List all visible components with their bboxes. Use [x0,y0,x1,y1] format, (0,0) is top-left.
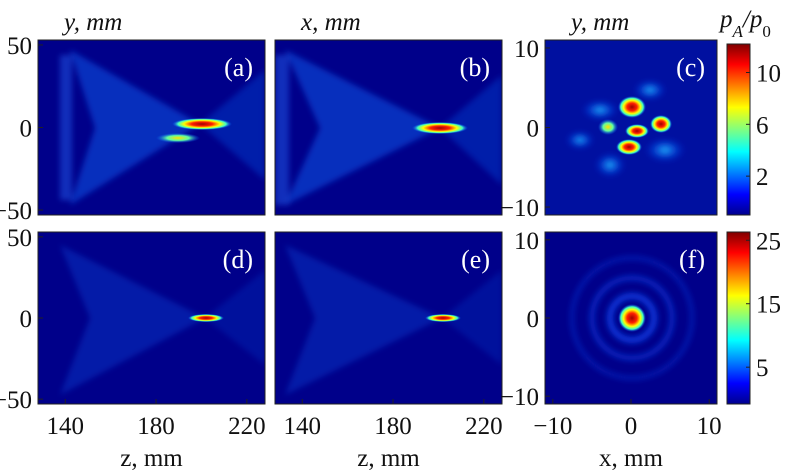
colorbar-tick-label: 15 [756,292,781,319]
y-tick-label: 50 [7,33,32,60]
x-axis-label: z, mm [357,445,420,472]
heatmap-image [545,40,717,215]
y-axis-label: x, mm [300,9,361,36]
y-tick-label: −50 [0,387,32,414]
heatmap-image [38,232,265,404]
colorbar-label-part: /p [741,6,762,33]
x-tick-label: 180 [137,413,175,440]
y-tick-label: 0 [20,306,33,333]
y-tick-label: −50 [0,198,32,225]
heatmap-image [275,232,502,404]
colorbar-tick-label: 2 [756,164,769,191]
x-tick-label: 0 [625,413,638,440]
y-tick-label: −10 [500,384,539,411]
x-tick-label: 140 [283,413,321,440]
y-tick-label: 10 [514,228,539,255]
y-tick-label: 50 [7,225,32,252]
y-axis-label: y, mm [568,9,629,36]
x-axis-label: x, mm [599,445,663,472]
colorbar-label-part: A [732,22,744,41]
colorbar-tick-label: 10 [756,61,781,88]
x-tick-label: 220 [465,413,503,440]
y-tick-label: 10 [514,36,539,63]
plot-frame [274,39,503,216]
panel-label: (a) [224,53,253,82]
y-tick-label: −10 [500,195,539,222]
y-tick-label: 0 [20,116,33,143]
y-tick-label: 0 [527,306,540,333]
panel-label: (c) [676,53,705,82]
panel-label: (b) [460,53,490,82]
x-tick-label: 180 [374,413,412,440]
colorbar-tick-label: 5 [756,355,769,382]
y-tick-label: 0 [527,116,540,143]
colorbar-label-part: 0 [762,22,771,41]
colorbar-tick-label: 6 [756,112,769,139]
colorbar [726,231,751,405]
colorbar [726,43,751,216]
y-axis-label: y, mm [61,9,122,36]
panel-label: (d) [223,245,253,274]
x-tick-label: 140 [46,413,84,440]
x-axis-label: z, mm [120,445,183,472]
colorbar-tick-label: 25 [756,228,781,255]
heatmap-image [38,40,265,215]
x-tick-label: 220 [228,413,266,440]
panel-label: (e) [461,245,490,274]
heatmap-image [545,232,717,404]
heatmap-image [275,40,502,215]
plot-frame [274,231,503,405]
colorbar-label-part: p [718,6,733,33]
colorbar-label: pA/p0 [718,6,771,41]
x-tick-label: −10 [533,413,572,440]
x-tick-label: 10 [697,413,722,440]
panel-label: (f) [679,245,705,274]
